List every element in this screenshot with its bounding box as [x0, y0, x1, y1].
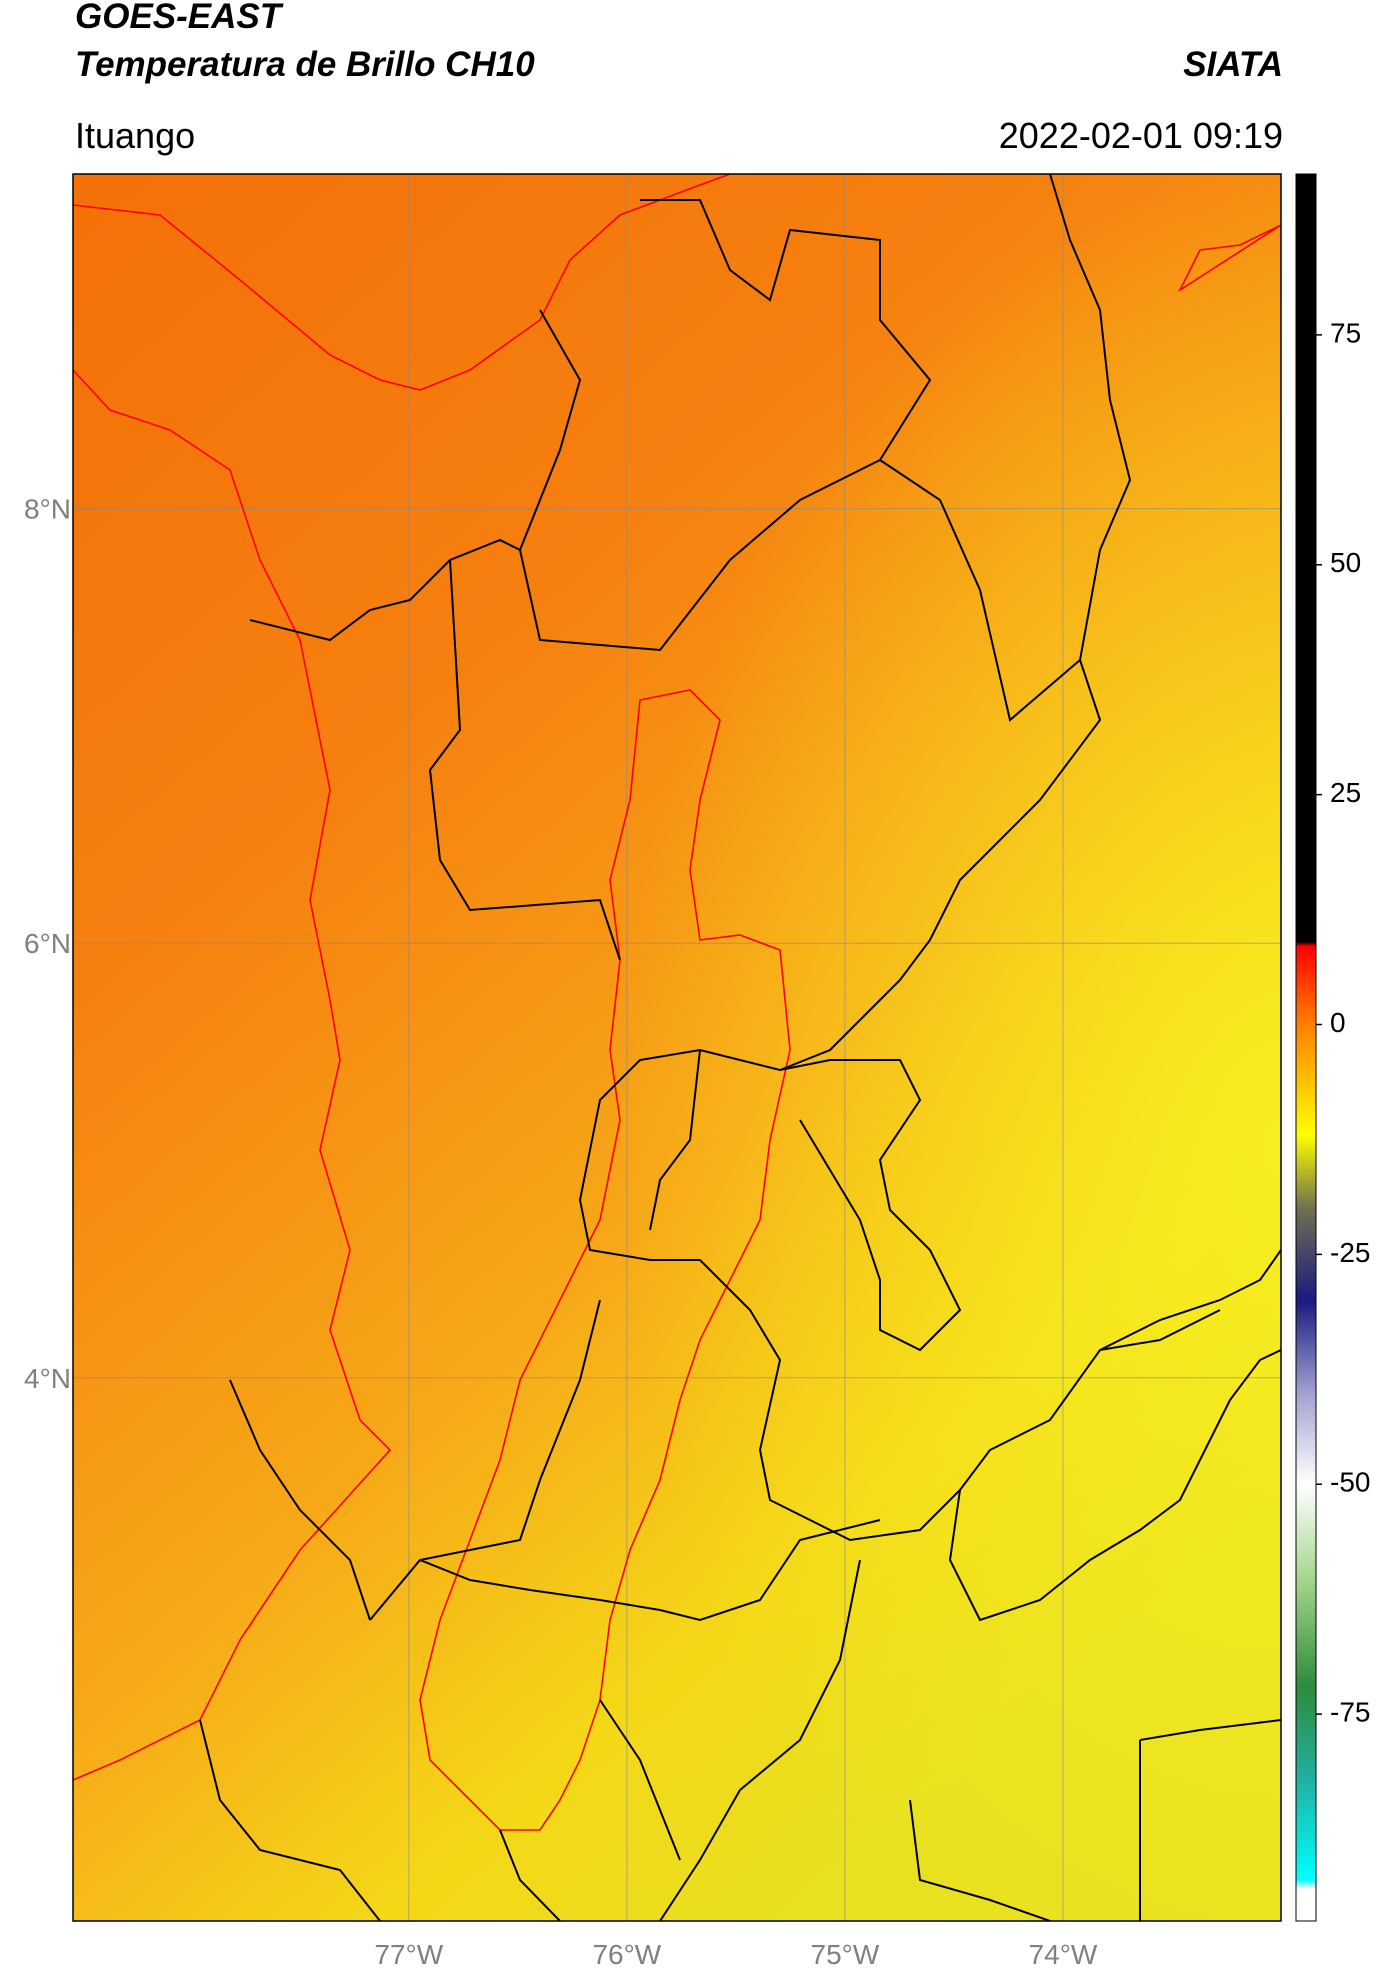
source: SIATA — [1183, 45, 1283, 84]
location: Ituango — [75, 115, 195, 156]
y-tick-label: 8°N — [24, 494, 71, 525]
boundary — [199, 174, 1281, 1921]
colorbar-tick-label: -75 — [1330, 1697, 1370, 1728]
colorbar-tick-label: -25 — [1330, 1237, 1370, 1268]
colorbar-tick-label: 25 — [1330, 777, 1361, 808]
x-tick-label: 75°W — [811, 1939, 880, 1970]
map-imagery — [73, 174, 1281, 1921]
coastline — [73, 174, 1281, 1781]
basin-outline — [419, 689, 791, 1831]
map-frame — [72, 173, 1282, 1922]
colorbar — [1295, 173, 1317, 1922]
colorbar-tick-label: -50 — [1330, 1467, 1370, 1498]
x-tick-label: 76°W — [592, 1939, 661, 1970]
timestamp: 2022-02-01 09:19 — [999, 115, 1283, 156]
subtitle: Temperatura de Brillo CH10 — [75, 45, 535, 84]
title: GOES-EAST — [75, 0, 284, 36]
y-tick-label: 6°N — [24, 928, 71, 959]
map — [73, 174, 1281, 1921]
colorbar-tick-label: 75 — [1330, 317, 1361, 348]
x-tick-label: 77°W — [374, 1939, 443, 1970]
y-tick-label: 4°N — [24, 1363, 71, 1394]
colorbar-tick-label: 0 — [1330, 1007, 1346, 1038]
x-tick-label: 74°W — [1029, 1939, 1098, 1970]
colorbar-tick-label: 50 — [1330, 547, 1361, 578]
